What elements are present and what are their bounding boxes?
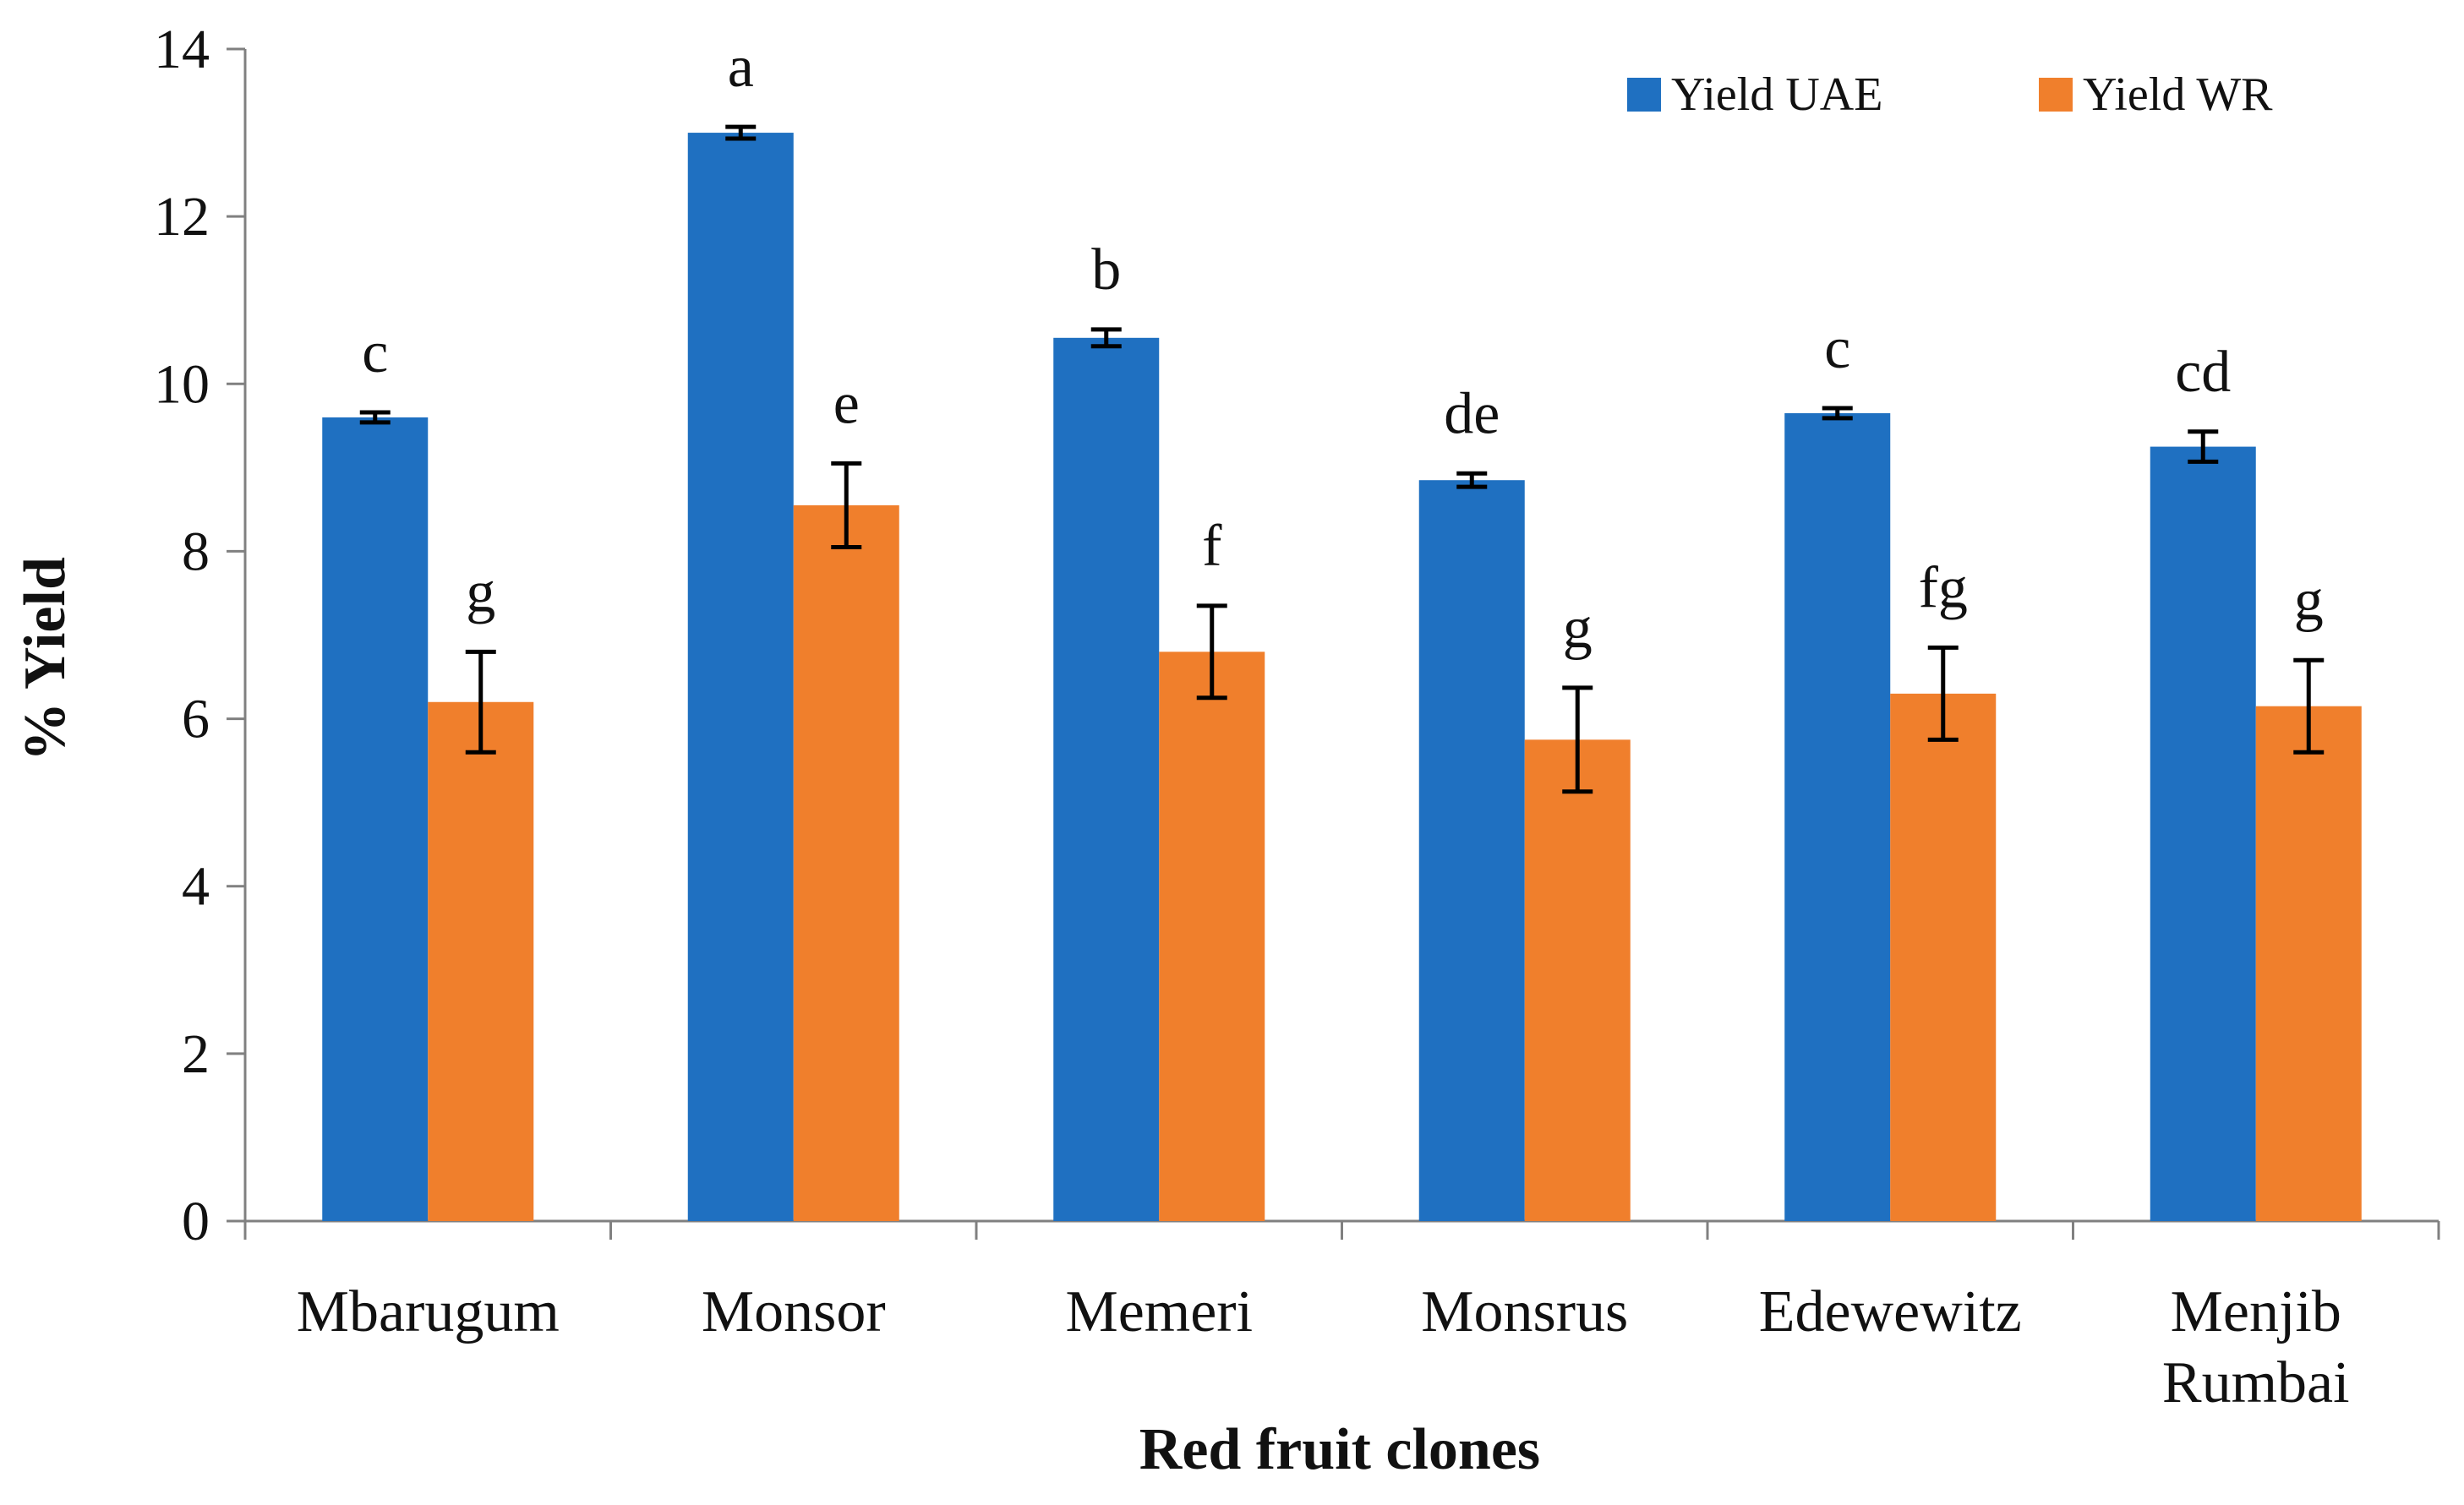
y-tick-label: 14 — [154, 19, 210, 80]
bar — [1524, 739, 1631, 1221]
bar — [322, 417, 429, 1221]
significance-label: e — [833, 371, 860, 436]
bar — [1418, 480, 1525, 1221]
y-tick-label: 8 — [182, 521, 210, 582]
bars — [322, 133, 2362, 1222]
bar — [793, 504, 899, 1221]
x-category-label-line: Memeri — [1065, 1279, 1253, 1344]
x-category-label-line: Menjib — [2171, 1279, 2341, 1344]
y-tick-label: 10 — [154, 353, 210, 415]
significance-label: b — [1091, 237, 1121, 303]
x-category-label-line: Monsor — [702, 1279, 886, 1344]
x-category-label: Monsor — [702, 1279, 886, 1344]
x-category-label-line: Rumbai — [2162, 1350, 2350, 1415]
axes: 0 2 4 6 8 10 12 14 Mbarugum Monsor Memeri Monsrus Ed… — [154, 19, 2440, 1415]
x-axis-title: Red fruit clones — [1139, 1417, 1540, 1482]
significance-labels: c g a e b f de g c fg cd g — [362, 35, 2324, 661]
legend-swatch — [1627, 78, 1661, 112]
y-tick-label: 12 — [154, 186, 210, 248]
significance-label: f — [1202, 514, 1222, 579]
bar — [1159, 652, 1265, 1221]
x-category-label-line: Monsrus — [1421, 1279, 1628, 1344]
y-axis-title: % Yield — [13, 557, 78, 761]
significance-label: de — [1444, 381, 1500, 446]
y-tick-label: 6 — [182, 689, 210, 750]
bar — [1053, 337, 1160, 1222]
bar — [2255, 706, 2362, 1221]
x-category-label: Monsrus — [1421, 1279, 1628, 1344]
significance-label: g — [1563, 596, 1593, 661]
bar — [1890, 693, 1997, 1221]
significance-label: a — [728, 35, 754, 100]
legend-label: Yield UAE — [1671, 68, 1882, 121]
bar — [687, 133, 794, 1222]
significance-label: cd — [2175, 340, 2231, 405]
significance-label: fg — [1919, 555, 1968, 620]
significance-label: g — [2294, 568, 2324, 633]
significance-label: c — [1824, 316, 1850, 381]
y-tick-label: 4 — [182, 856, 210, 918]
x-category-label-line: Edewewitz — [1759, 1279, 2022, 1344]
legend-swatch — [2039, 78, 2073, 112]
x-category-label-line: Mbarugum — [297, 1279, 560, 1344]
legend: Yield UAE Yield WR — [1627, 68, 2273, 121]
x-category-label: Edewewitz — [1759, 1279, 2022, 1344]
y-tick-label: 0 — [182, 1191, 210, 1252]
y-tick-label: 2 — [182, 1023, 210, 1085]
x-category-label: Menjib Rumbai — [2162, 1279, 2350, 1415]
significance-label: g — [466, 559, 495, 624]
error-bars — [359, 124, 2325, 794]
x-category-label: Memeri — [1065, 1279, 1253, 1344]
bar — [2150, 446, 2256, 1221]
legend-label: Yield WR — [2083, 68, 2273, 121]
significance-label: c — [362, 320, 388, 385]
bar — [1784, 412, 1891, 1222]
x-category-label: Mbarugum — [297, 1279, 560, 1344]
bar — [428, 701, 534, 1221]
